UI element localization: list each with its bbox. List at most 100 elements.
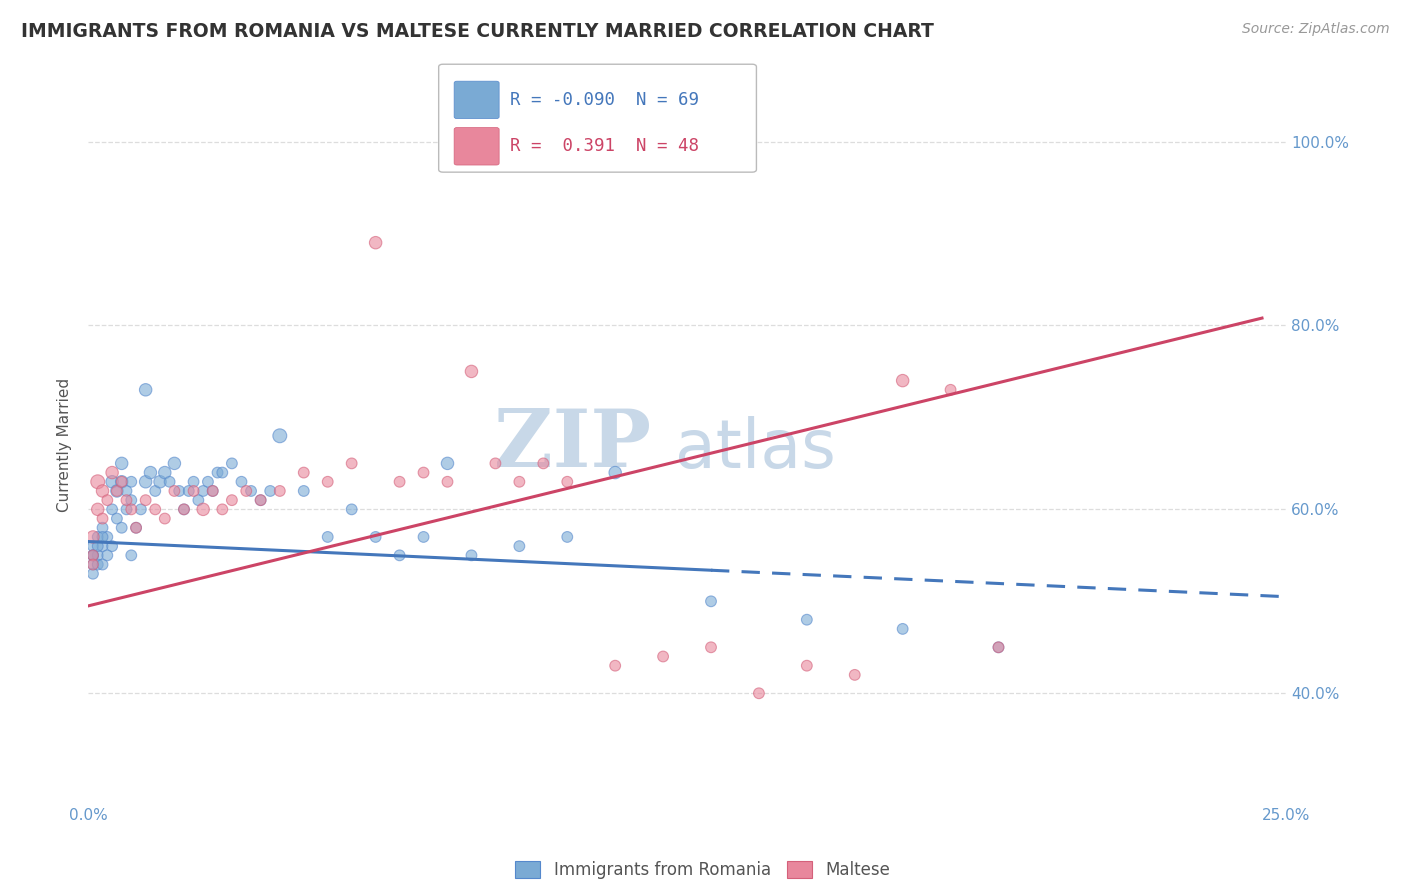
Point bbox=[508, 475, 530, 489]
Point bbox=[508, 539, 530, 553]
Point bbox=[221, 456, 243, 470]
Point bbox=[153, 511, 176, 525]
Point bbox=[316, 530, 339, 544]
Point bbox=[436, 475, 458, 489]
Point bbox=[177, 483, 200, 498]
Point bbox=[111, 475, 134, 489]
Point bbox=[105, 483, 128, 498]
Point bbox=[259, 483, 281, 498]
Point bbox=[292, 483, 315, 498]
Point bbox=[105, 511, 128, 525]
Point bbox=[101, 475, 124, 489]
Point bbox=[82, 530, 104, 544]
Point bbox=[87, 549, 110, 563]
Point bbox=[183, 475, 205, 489]
Text: Source: ZipAtlas.com: Source: ZipAtlas.com bbox=[1241, 22, 1389, 37]
Legend: Immigrants from Romania, Maltese: Immigrants from Romania, Maltese bbox=[516, 861, 890, 880]
Point bbox=[191, 502, 214, 516]
Point bbox=[652, 649, 675, 664]
Point bbox=[987, 640, 1010, 655]
Point bbox=[120, 475, 142, 489]
Point bbox=[207, 466, 229, 480]
Point bbox=[91, 483, 114, 498]
Point bbox=[115, 483, 138, 498]
Point bbox=[388, 549, 411, 563]
Point bbox=[163, 456, 186, 470]
Point bbox=[796, 613, 818, 627]
Point bbox=[555, 475, 578, 489]
Point bbox=[143, 483, 166, 498]
Point bbox=[891, 622, 914, 636]
Text: R = -0.090  N = 69: R = -0.090 N = 69 bbox=[510, 91, 699, 109]
Point bbox=[891, 374, 914, 388]
Point bbox=[197, 475, 219, 489]
Point bbox=[115, 493, 138, 508]
Point bbox=[235, 483, 257, 498]
Point bbox=[555, 530, 578, 544]
Point bbox=[125, 521, 148, 535]
Point bbox=[87, 539, 110, 553]
Text: atlas: atlas bbox=[675, 416, 837, 482]
Point bbox=[796, 658, 818, 673]
Point bbox=[101, 466, 124, 480]
Point bbox=[436, 456, 458, 470]
Point bbox=[120, 549, 142, 563]
Point bbox=[231, 475, 253, 489]
Point bbox=[249, 493, 271, 508]
Point bbox=[364, 530, 387, 544]
Point bbox=[987, 640, 1010, 655]
Point bbox=[82, 549, 104, 563]
Point bbox=[249, 493, 271, 508]
Point bbox=[125, 521, 148, 535]
Point bbox=[111, 456, 134, 470]
Point bbox=[101, 539, 124, 553]
Point bbox=[96, 530, 118, 544]
Point bbox=[460, 364, 482, 378]
Point bbox=[605, 466, 627, 480]
Point bbox=[700, 594, 723, 608]
Point bbox=[101, 502, 124, 516]
Point bbox=[700, 640, 723, 655]
Point bbox=[412, 466, 434, 480]
Point bbox=[221, 493, 243, 508]
Point bbox=[91, 511, 114, 525]
Point bbox=[96, 493, 118, 508]
Point bbox=[105, 483, 128, 498]
Point bbox=[82, 558, 104, 572]
Point bbox=[91, 521, 114, 535]
Point bbox=[87, 530, 110, 544]
Point bbox=[82, 549, 104, 563]
Point bbox=[87, 475, 110, 489]
Point bbox=[292, 466, 315, 480]
Point bbox=[149, 475, 172, 489]
Text: ZIP: ZIP bbox=[494, 406, 651, 484]
Text: R =  0.391  N = 48: R = 0.391 N = 48 bbox=[510, 137, 699, 155]
Point bbox=[87, 502, 110, 516]
Point bbox=[87, 558, 110, 572]
Point bbox=[111, 521, 134, 535]
Point bbox=[484, 456, 506, 470]
Point bbox=[173, 502, 195, 516]
Point bbox=[340, 502, 363, 516]
Point bbox=[167, 483, 190, 498]
Point bbox=[748, 686, 770, 700]
Point bbox=[316, 475, 339, 489]
Point bbox=[201, 483, 224, 498]
Point bbox=[135, 493, 157, 508]
Point bbox=[82, 558, 104, 572]
Point bbox=[115, 502, 138, 516]
Point bbox=[939, 383, 962, 397]
Point bbox=[844, 668, 866, 682]
Point bbox=[211, 466, 233, 480]
Point bbox=[139, 466, 162, 480]
Point bbox=[82, 549, 104, 563]
Point bbox=[183, 483, 205, 498]
Point bbox=[153, 466, 176, 480]
Point bbox=[605, 658, 627, 673]
Point bbox=[269, 483, 291, 498]
Point bbox=[163, 483, 186, 498]
Point bbox=[91, 530, 114, 544]
Point bbox=[269, 429, 291, 443]
Point bbox=[129, 502, 152, 516]
Point bbox=[340, 456, 363, 470]
